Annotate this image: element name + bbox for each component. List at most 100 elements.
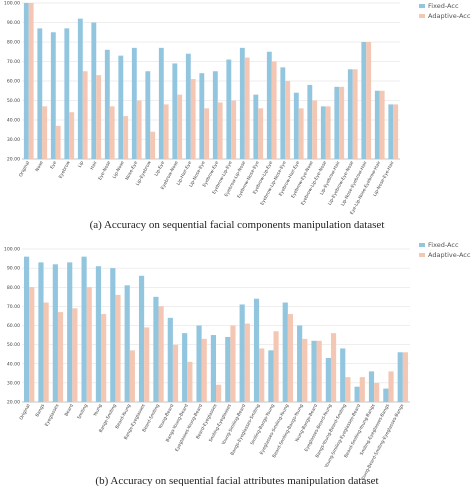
fixed-acc-bar: [38, 262, 44, 402]
legend-label: Adaptive-Acc: [428, 251, 471, 259]
y-tick-label: 90.00: [7, 20, 20, 26]
legend-swatch: [419, 253, 425, 257]
adaptive-acc-bar: [190, 79, 196, 159]
x-category-label: Eye: [49, 160, 58, 170]
adaptive-acc-bar: [325, 106, 331, 159]
fixed-acc-bar: [91, 22, 97, 159]
fixed-acc-bar: [77, 18, 83, 159]
fixed-acc-bar: [81, 256, 87, 402]
adaptive-acc-bar: [187, 361, 193, 402]
y-tick-label: 30.00: [7, 137, 20, 143]
adaptive-acc-bar: [339, 86, 345, 159]
adaptive-acc-bar: [393, 104, 399, 159]
adaptive-acc-bar: [172, 344, 179, 402]
adaptive-acc-bar: [82, 71, 88, 159]
adaptive-acc-bar: [402, 352, 408, 402]
adaptive-acc-bar: [352, 69, 358, 159]
adaptive-acc-bar: [302, 338, 308, 402]
y-tick-label: 60.00: [7, 323, 20, 329]
adaptive-acc-bar: [109, 106, 115, 159]
adaptive-acc-bar: [163, 104, 169, 159]
adaptive-acc-bar: [388, 371, 394, 402]
fixed-acc-bar: [182, 333, 188, 402]
y-tick-label: 70.00: [7, 59, 20, 65]
y-tick-label: 100.00: [4, 247, 20, 253]
fixed-acc-bar: [325, 358, 331, 402]
fixed-acc-bar: [225, 336, 231, 402]
fixed-acc-bar: [347, 69, 353, 159]
adaptive-acc-bar: [72, 308, 78, 402]
adaptive-acc-bar: [144, 327, 150, 402]
fixed-acc-bar: [212, 71, 218, 159]
adaptive-acc-bar: [374, 382, 380, 402]
legend-label: Fixed-Acc: [428, 241, 459, 249]
x-category-label: Nose: [34, 160, 45, 173]
fixed-acc-bar: [268, 350, 274, 402]
adaptive-acc-bar: [43, 302, 49, 402]
x-category-label: Eye-Nose: [97, 160, 112, 181]
x-category-label: Eyeglasses-Beard-Young: [303, 403, 333, 453]
y-tick-label: 20.00: [7, 400, 20, 406]
fixed-acc-bar: [340, 348, 346, 402]
adaptive-acc-bar: [285, 81, 291, 159]
x-category-label: Eyebrow-Lip-Eye-Nose: [300, 160, 328, 206]
adaptive-acc-bar: [366, 42, 372, 159]
fixed-acc-bar: [104, 49, 110, 159]
fixed-acc-bar: [50, 32, 56, 159]
adaptive-acc-bar: [150, 131, 156, 159]
adaptive-acc-bar: [101, 314, 107, 402]
fixed-acc-bar: [185, 53, 191, 160]
adaptive-acc-bar: [28, 3, 34, 159]
fixed-acc-bar: [307, 84, 313, 159]
y-tick-label: 100.00: [4, 1, 20, 7]
adaptive-acc-bar: [230, 325, 236, 402]
fixed-acc-bar: [24, 256, 30, 402]
fixed-acc-bar: [397, 352, 403, 402]
x-category-label: Smiling: [76, 403, 89, 420]
legend-swatch: [419, 243, 425, 247]
x-category-label: Original: [18, 403, 31, 421]
y-tick-label: 40.00: [7, 118, 20, 124]
chart-a: 20.00 30.00 40.00 50.00 60.00 70.00 80.00 90.00…: [4, 1, 471, 231]
fixed-acc-bar: [110, 268, 116, 402]
adaptive-acc-bar: [42, 106, 48, 159]
chart-caption: (a) Accuracy on sequential facial compon…: [90, 219, 385, 231]
fixed-acc-bar: [239, 47, 245, 159]
legend-swatch: [419, 14, 425, 18]
adaptive-acc-bar: [57, 312, 64, 402]
adaptive-acc-bar: [273, 331, 279, 402]
fixed-acc-bar: [226, 59, 232, 159]
adaptive-acc-bar: [330, 333, 337, 402]
y-tick-label: 20.00: [7, 157, 20, 163]
fixed-acc-bar: [145, 71, 151, 159]
fixed-acc-bar: [293, 92, 299, 159]
fixed-acc-bar: [297, 325, 303, 402]
adaptive-acc-bar: [115, 294, 121, 402]
x-category-label: Hair: [89, 160, 99, 171]
adaptive-acc-bar: [86, 287, 92, 402]
y-tick-label: 40.00: [7, 361, 20, 367]
adaptive-acc-bar: [345, 377, 351, 402]
x-category-label: Lip-Eye: [153, 160, 166, 177]
fixed-acc-bar: [282, 302, 288, 402]
adaptive-acc-bar: [231, 100, 237, 159]
fixed-acc-bar: [374, 90, 380, 159]
fixed-acc-bar: [196, 325, 202, 402]
fixed-acc-bar: [64, 28, 70, 159]
y-tick-label: 50.00: [7, 342, 20, 348]
fixed-acc-bar: [172, 63, 178, 160]
adaptive-acc-bar: [55, 125, 61, 159]
x-category-label: Nose-Eye: [124, 160, 139, 181]
fixed-acc-bar: [138, 275, 145, 402]
fixed-acc-bar: [158, 47, 164, 159]
adaptive-acc-bar: [204, 108, 210, 159]
fixed-acc-bar: [95, 266, 102, 402]
x-category-label: Original: [18, 160, 31, 178]
x-category-label: Eyebrow: [58, 160, 72, 180]
y-tick-label: 50.00: [7, 98, 20, 104]
adaptive-acc-bar: [136, 100, 142, 159]
fixed-acc-bar: [131, 47, 137, 159]
adaptive-acc-bar: [216, 384, 222, 402]
x-category-label: Lip-Nose: [111, 160, 125, 180]
